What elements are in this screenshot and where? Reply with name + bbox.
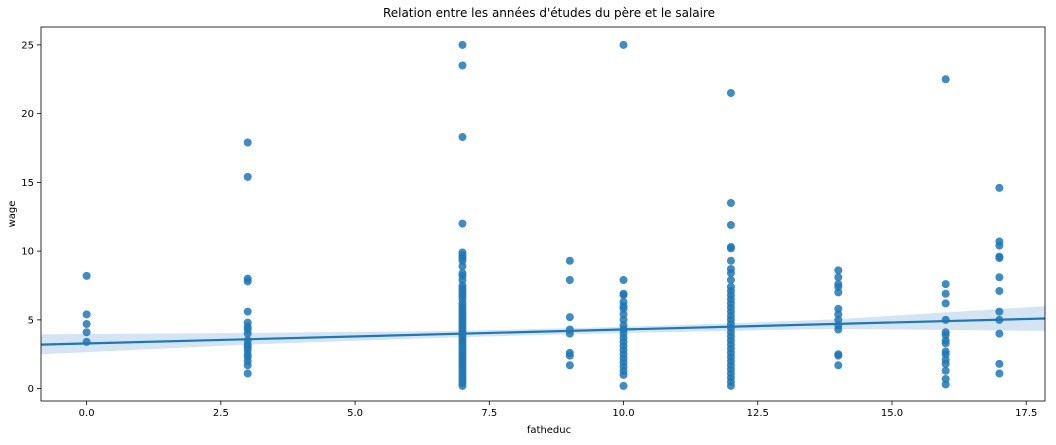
- x-axis-label: fatheduc: [527, 425, 571, 436]
- data-point: [995, 287, 1004, 295]
- data-point: [995, 359, 1004, 368]
- data-point: [458, 276, 467, 284]
- x-tick-label: 2.5: [213, 408, 229, 419]
- x-tick-label: 17.5: [1015, 408, 1037, 419]
- data-point: [619, 315, 628, 324]
- confidence-band: [41, 306, 1045, 355]
- data-point: [458, 40, 467, 49]
- data-point: [726, 221, 735, 229]
- x-tick-label: 0.0: [79, 408, 95, 419]
- data-point: [995, 307, 1004, 316]
- data-point: [565, 276, 574, 284]
- data-point: [941, 280, 950, 289]
- data-point: [941, 350, 950, 359]
- data-point: [458, 256, 467, 265]
- data-point: [995, 369, 1004, 378]
- data-point: [565, 256, 574, 265]
- data-point: [995, 254, 1004, 262]
- x-tick-label: 7.5: [481, 408, 497, 419]
- data-point: [458, 133, 467, 141]
- data-point: [82, 328, 91, 337]
- data-point: [565, 351, 574, 360]
- data-point: [458, 262, 467, 271]
- data-point: [941, 359, 950, 368]
- y-tick-label: 0: [28, 384, 34, 395]
- data-point: [726, 256, 735, 265]
- data-point: [941, 331, 950, 339]
- data-point: [619, 291, 628, 300]
- data-point: [834, 351, 843, 360]
- data-point: [995, 241, 1004, 250]
- data-point: [995, 273, 1004, 282]
- data-point: [619, 40, 628, 49]
- data-point: [82, 271, 91, 280]
- x-tick-label: 15.0: [881, 408, 903, 419]
- y-tick-label: 15: [21, 178, 34, 189]
- confidence-band-layer: [41, 306, 1045, 355]
- data-point: [834, 361, 843, 370]
- y-tick-label: 20: [21, 109, 34, 120]
- regression-line-layer: [40, 317, 1046, 346]
- data-point: [995, 329, 1004, 338]
- data-point: [243, 138, 252, 147]
- data-point: [941, 380, 950, 389]
- x-tick-label: 10.0: [612, 408, 634, 419]
- data-point: [834, 282, 843, 291]
- data-point: [834, 310, 843, 319]
- data-point: [458, 219, 467, 228]
- data-point: [726, 269, 735, 278]
- data-point: [941, 339, 950, 348]
- data-point: [941, 375, 950, 383]
- y-tick-label: 25: [21, 40, 34, 51]
- data-point: [619, 310, 628, 319]
- data-point: [726, 381, 735, 390]
- data-point: [565, 313, 574, 322]
- data-point: [834, 304, 843, 313]
- data-point: [243, 172, 252, 181]
- data-point: [619, 304, 628, 313]
- chart-title: Relation entre les années d'études du pè…: [383, 6, 715, 20]
- data-point: [941, 315, 950, 324]
- plot-frame: [40, 26, 1046, 402]
- data-point: [941, 289, 950, 298]
- data-point: [619, 381, 628, 390]
- data-point: [565, 361, 574, 370]
- y-tick-label: 5: [28, 315, 34, 326]
- points-layer: [82, 40, 1004, 390]
- data-point: [941, 299, 950, 308]
- data-point: [458, 381, 467, 390]
- data-point: [834, 315, 843, 324]
- data-point: [834, 273, 843, 282]
- data-point: [619, 370, 628, 379]
- x-tick-label: 12.5: [747, 408, 769, 419]
- data-point: [834, 325, 843, 334]
- y-tick-label: 10: [21, 247, 34, 258]
- data-point: [619, 276, 628, 284]
- data-point: [243, 329, 252, 338]
- data-point: [726, 276, 735, 284]
- x-tick-label: 5.0: [347, 408, 363, 419]
- data-point: [82, 320, 91, 328]
- y-axis-label: wage: [7, 201, 18, 228]
- x-axis-ticks: 0.0 2.5 5.0 7.5 10.0 12.5 15.0 17.5: [79, 401, 1037, 419]
- data-point: [834, 266, 843, 275]
- data-point: [941, 366, 950, 375]
- data-point: [941, 75, 950, 84]
- data-point: [458, 61, 467, 70]
- data-point: [82, 337, 91, 346]
- data-point: [243, 277, 252, 286]
- regression-line: [40, 317, 1046, 346]
- data-point: [243, 307, 252, 316]
- data-point: [726, 244, 735, 253]
- data-point: [834, 288, 843, 297]
- data-point: [726, 89, 735, 97]
- data-point: [726, 199, 735, 207]
- y-axis-ticks: 0 5 10 15 20 25: [21, 40, 41, 395]
- data-point: [995, 183, 1004, 192]
- data-point: [243, 361, 252, 370]
- data-point: [243, 369, 252, 378]
- data-point: [82, 310, 91, 319]
